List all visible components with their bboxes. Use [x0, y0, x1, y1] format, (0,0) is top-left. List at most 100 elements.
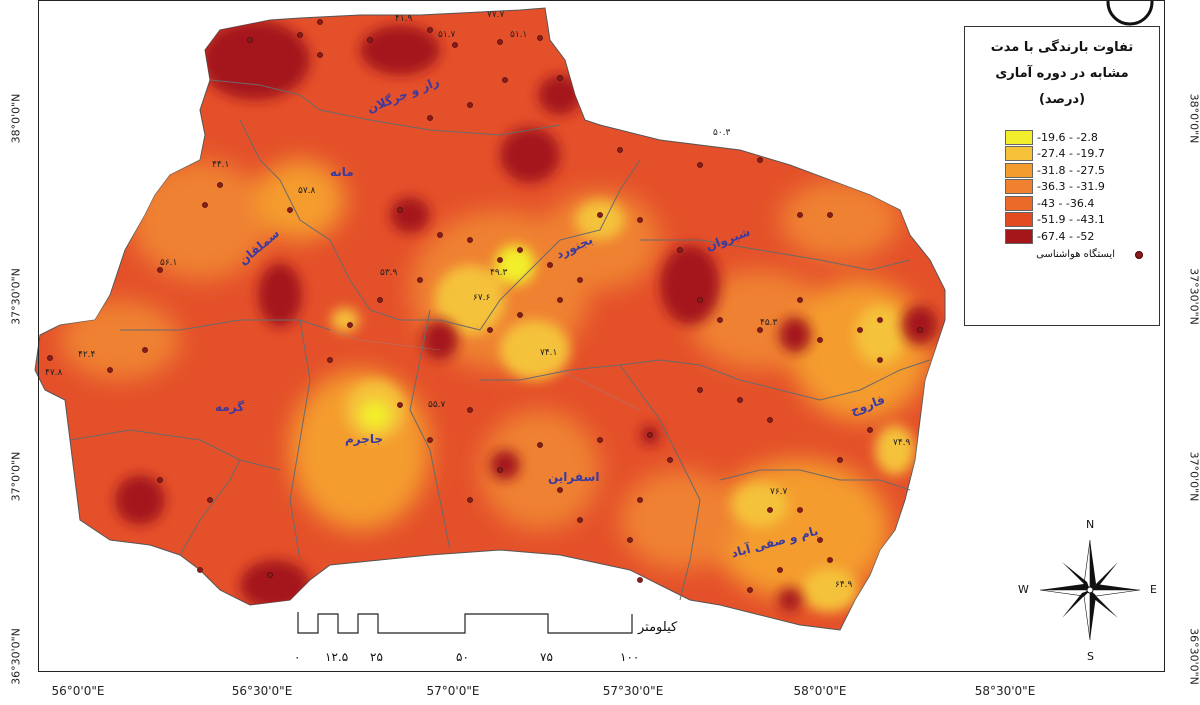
station-value: ۵۷.۸ [298, 186, 316, 196]
scale-tick: ۱۰۰ [620, 650, 640, 664]
legend-class: -43 - -36.4 [1005, 195, 1149, 212]
legend-class-label: -67.4 - -52 [1037, 229, 1095, 243]
legend-title: (درصد) [1038, 92, 1086, 107]
station-dot [207, 497, 213, 503]
station-dot [757, 157, 763, 163]
station-value: ۵۵.۷ [428, 400, 446, 410]
legend-class-label: -31.8 - -27.5 [1037, 163, 1105, 177]
station-dot [367, 37, 373, 43]
legend-class-label: -36.3 - -31.9 [1037, 180, 1105, 194]
station-dot [297, 32, 303, 38]
station-value: ۵۰.۳ [713, 128, 731, 138]
station-dot [677, 247, 683, 253]
station-dot [827, 557, 833, 563]
station-dot [142, 347, 148, 353]
legend-title: تفاوت بارندگی با مدت [990, 40, 1134, 55]
county-label: مانه [330, 165, 354, 179]
station-dot [537, 442, 543, 448]
station-dot [317, 19, 323, 25]
legend-class: -31.8 - -27.5 [1005, 162, 1149, 179]
legend-class: -27.4 - -19.7 [1005, 146, 1149, 163]
station-dot [737, 397, 743, 403]
station-dot [497, 467, 503, 473]
station-dot [317, 52, 323, 58]
lat-label: 36°30'0"N [9, 628, 23, 685]
station-dot [427, 115, 433, 121]
station-dot [577, 517, 583, 523]
scale-tick: ۱۲.۵ [325, 650, 349, 664]
station-dot [517, 247, 523, 253]
compass-south: S [1087, 650, 1094, 663]
county-label: اسفراین [548, 470, 600, 484]
station-dot [467, 497, 473, 503]
legend-class-label: -43 - -36.4 [1037, 196, 1095, 210]
legend-class: -51.9 - -43.1 [1005, 212, 1149, 229]
station-dot [157, 477, 163, 483]
station-dot [637, 577, 643, 583]
legend-class: -19.6 - -2.8 [1005, 129, 1149, 146]
station-value: ۷۷.۷ [487, 10, 505, 20]
station-value: ۶۴.۹ [835, 580, 853, 590]
station-dot [502, 77, 508, 83]
station-dot [557, 487, 563, 493]
station-dot-icon [1135, 250, 1143, 259]
station-dot [497, 39, 503, 45]
lat-label: 38°0'0"N [9, 93, 23, 144]
station-dot [717, 317, 723, 323]
legend-swatch [1005, 179, 1033, 195]
station-dot [427, 437, 433, 443]
weather-stations [47, 19, 923, 593]
station-dot [467, 102, 473, 108]
station-dot [467, 407, 473, 413]
station-dot [597, 437, 603, 443]
station-dot [467, 237, 473, 243]
station-dot [627, 537, 633, 543]
station-dot [837, 457, 843, 463]
station-dot [347, 322, 353, 328]
station-dot [797, 507, 803, 513]
station-dot [517, 312, 523, 318]
legend-class-label: -19.6 - -2.8 [1037, 130, 1098, 144]
legend-class-label: -51.9 - -43.1 [1037, 213, 1105, 227]
legend-station-entry: ایستگاه هواشناسی [975, 247, 1149, 263]
station-dot [667, 457, 673, 463]
station-value: ۷۴.۹ [893, 438, 911, 448]
legend-station-label: ایستگاه هواشناسی [1036, 249, 1115, 260]
lon-label: 57°0'0"E [426, 684, 480, 698]
station-dot [427, 27, 433, 33]
lat-label: 37°0'0"N [1187, 451, 1200, 502]
station-dot [377, 297, 383, 303]
station-dot [797, 297, 803, 303]
station-dot [397, 207, 403, 213]
station-dot [637, 497, 643, 503]
legend-swatch [1005, 212, 1033, 228]
station-dot [597, 212, 603, 218]
legend-swatch [1005, 129, 1033, 145]
lat-label: 38°0'0"N [1187, 93, 1200, 144]
station-dot [767, 417, 773, 423]
station-dot [877, 357, 883, 363]
station-value: ۶۷.۶ [473, 293, 491, 303]
station-dot [867, 427, 873, 433]
station-dot [547, 262, 553, 268]
station-dot [577, 277, 583, 283]
station-value: ۵۱.۱ [510, 30, 528, 40]
station-dot [267, 572, 273, 578]
lat-label: 37°30'0"N [1187, 268, 1200, 325]
station-dot [617, 147, 623, 153]
station-dot [757, 327, 763, 333]
station-dot [417, 277, 423, 283]
county-borders [69, 79, 931, 601]
station-dot [107, 367, 113, 373]
legend: تفاوت بارندگی با مدت مشابه در دوره آماری… [964, 26, 1160, 326]
station-value: ۴۴.۱ [212, 160, 230, 170]
compass-north: N [1086, 518, 1095, 531]
station-dot [217, 182, 223, 188]
station-dot [452, 42, 458, 48]
station-dot [647, 432, 653, 438]
station-dot [157, 267, 163, 273]
station-dot [827, 212, 833, 218]
scale-tick: ۰ [294, 650, 301, 664]
station-dot [697, 162, 703, 168]
station-value: ۷۶.۷ [770, 487, 788, 497]
